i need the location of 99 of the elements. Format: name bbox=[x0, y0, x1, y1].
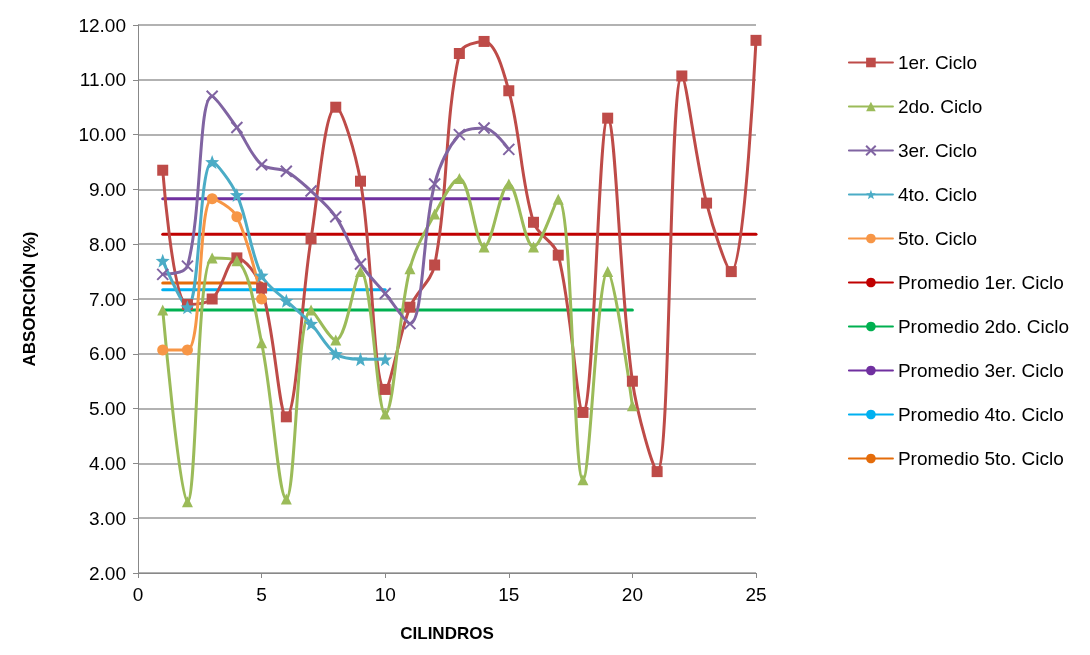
point bbox=[403, 317, 417, 331]
y-tick-label: 2.00 bbox=[89, 562, 126, 584]
point bbox=[329, 210, 343, 224]
y-tick-label: 9.00 bbox=[89, 178, 126, 200]
y-tick-label: 7.00 bbox=[89, 288, 126, 310]
legend-label: Promedio 3er. Ciclo bbox=[897, 360, 1064, 381]
legend-label: 4to. Ciclo bbox=[897, 184, 978, 205]
point bbox=[552, 193, 564, 205]
legend-label: 5to. Ciclo bbox=[897, 228, 978, 249]
y-tick-label: 3.00 bbox=[89, 507, 126, 529]
legend-label: Promedio 2do. Ciclo bbox=[897, 316, 1070, 337]
point bbox=[255, 158, 269, 172]
point bbox=[478, 241, 490, 253]
point bbox=[330, 334, 342, 346]
point bbox=[502, 142, 516, 156]
y-tick-label: 12.00 bbox=[78, 14, 126, 36]
point bbox=[304, 184, 318, 198]
x-tick-label: 5 bbox=[256, 584, 267, 605]
point bbox=[181, 496, 193, 508]
point bbox=[279, 164, 293, 178]
legend-label: Promedio 5to. Ciclo bbox=[897, 448, 1064, 469]
point bbox=[503, 85, 515, 97]
point bbox=[354, 266, 366, 278]
x-tick-label: 10 bbox=[374, 584, 396, 605]
point bbox=[676, 70, 688, 82]
y-tick-label: 6.00 bbox=[89, 343, 126, 365]
point bbox=[379, 408, 391, 420]
point bbox=[750, 34, 762, 46]
point bbox=[453, 48, 465, 59]
y-tick-label: 10.00 bbox=[78, 124, 126, 146]
point bbox=[206, 193, 218, 205]
y-tick-label: 4.00 bbox=[89, 452, 126, 474]
y-axis-title: ABSORCIÓN (%) bbox=[20, 231, 39, 367]
point bbox=[256, 293, 268, 305]
x-tick-label: 15 bbox=[498, 584, 520, 605]
point bbox=[429, 208, 441, 220]
point bbox=[353, 257, 367, 271]
point bbox=[180, 300, 195, 315]
point bbox=[229, 187, 244, 202]
point bbox=[602, 112, 614, 124]
y-tick-label: 11.00 bbox=[79, 69, 126, 91]
point bbox=[353, 352, 368, 367]
point bbox=[378, 287, 392, 301]
point bbox=[552, 249, 564, 261]
x-tick-label: 25 bbox=[745, 584, 767, 605]
point bbox=[279, 293, 294, 308]
x-axis-title: CILINDROS bbox=[400, 624, 494, 643]
point bbox=[725, 266, 737, 278]
point bbox=[304, 316, 319, 331]
point bbox=[157, 304, 169, 316]
legend-label: Promedio 1er. Ciclo bbox=[897, 272, 1064, 293]
point bbox=[156, 267, 170, 281]
point bbox=[157, 344, 169, 356]
point bbox=[155, 253, 170, 268]
point bbox=[626, 375, 638, 387]
point bbox=[157, 164, 169, 176]
point bbox=[256, 337, 268, 349]
point bbox=[378, 352, 393, 367]
point bbox=[577, 474, 589, 486]
point bbox=[181, 344, 193, 356]
point bbox=[528, 216, 540, 228]
x-tick-label: 0 bbox=[132, 584, 144, 605]
legend-label: 2do. Ciclo bbox=[897, 96, 983, 117]
point bbox=[305, 233, 317, 245]
point bbox=[231, 211, 243, 223]
point bbox=[602, 266, 614, 278]
point bbox=[477, 121, 491, 135]
point bbox=[429, 259, 441, 271]
point bbox=[577, 406, 589, 418]
point bbox=[404, 263, 416, 275]
point bbox=[205, 155, 220, 169]
point bbox=[404, 301, 416, 313]
y-tick-label: 5.00 bbox=[89, 398, 126, 420]
point bbox=[254, 268, 269, 283]
point bbox=[354, 175, 366, 187]
point bbox=[305, 304, 317, 316]
point bbox=[206, 252, 218, 264]
point bbox=[651, 466, 663, 478]
point bbox=[280, 411, 292, 423]
point bbox=[206, 293, 218, 305]
x-tick-label: 20 bbox=[621, 584, 643, 605]
point bbox=[328, 346, 343, 361]
y-tick-label: 8.00 bbox=[89, 233, 126, 255]
point bbox=[701, 197, 713, 209]
legend-label: 3er. Ciclo bbox=[897, 140, 978, 161]
point bbox=[428, 177, 442, 191]
point bbox=[626, 400, 638, 412]
point bbox=[180, 259, 194, 273]
point bbox=[528, 241, 540, 253]
point bbox=[230, 120, 244, 134]
legend-label: Promedio 4to. Ciclo bbox=[897, 404, 1064, 425]
legend-label: 1er. Ciclo bbox=[897, 52, 978, 73]
point bbox=[205, 89, 219, 103]
point bbox=[330, 101, 342, 113]
point bbox=[452, 128, 466, 142]
point bbox=[280, 493, 292, 505]
point bbox=[478, 35, 490, 47]
point bbox=[256, 282, 268, 294]
point bbox=[379, 383, 391, 395]
